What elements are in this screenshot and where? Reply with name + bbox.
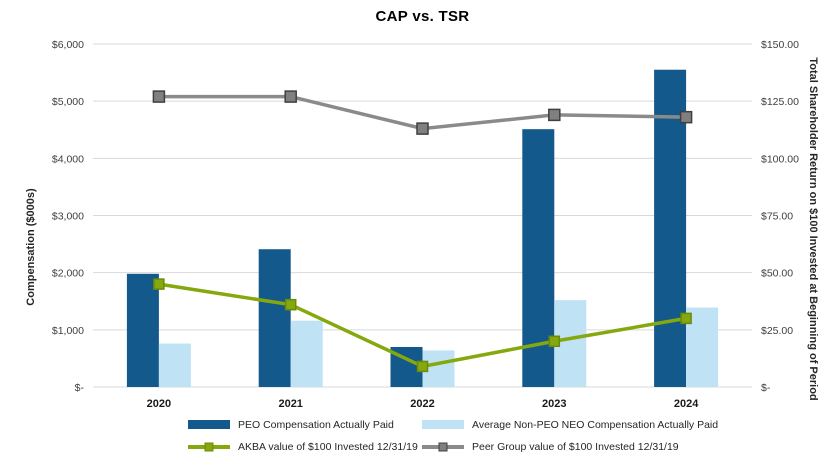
left-axis-tick: $2,000 xyxy=(52,268,84,280)
marker-peer-tsr-2020 xyxy=(152,90,166,103)
marker-peer-tsr-2023 xyxy=(548,108,561,122)
marker-akba-tsr-2021 xyxy=(284,298,297,311)
left-axis-tick: $3,000 xyxy=(52,211,84,223)
right-axis-tick: $- xyxy=(761,382,771,394)
bar-peo-cap-2020 xyxy=(126,273,159,387)
left-axis-tick: $6,000 xyxy=(52,39,84,51)
marker-akba-tsr-2024 xyxy=(680,312,692,325)
right-axis-tick: $50.00 xyxy=(761,268,793,280)
x-axis-label: 2021 xyxy=(278,398,302,410)
chart-title: CAP vs. TSR xyxy=(375,8,470,25)
x-axis-label: 2024 xyxy=(674,398,699,410)
marker-akba-tsr-2022 xyxy=(416,360,429,373)
right-axis-tick: $125.00 xyxy=(761,96,799,108)
right-axis-tick: $100.00 xyxy=(761,153,799,165)
x-axis-label: 2023 xyxy=(542,398,566,410)
left-axis-tick: $5,000 xyxy=(52,96,84,108)
bar-peo-cap-2023 xyxy=(522,129,555,387)
bar-avg-neo-cap-2020 xyxy=(158,343,191,387)
marker-peer-tsr-2021 xyxy=(284,90,297,103)
marker-akba-tsr-2023 xyxy=(548,335,561,348)
marker-peer-tsr-2024 xyxy=(679,110,693,124)
marker-akba-tsr-2020 xyxy=(153,278,165,290)
left-axis-tick: $4,000 xyxy=(52,153,84,165)
right-axis-tick: $25.00 xyxy=(761,325,793,337)
x-axis-label: 2022 xyxy=(410,398,434,410)
right-axis-tick: $75.00 xyxy=(761,211,793,223)
marker-peer-tsr-2022 xyxy=(416,122,429,135)
x-axis-label: 2020 xyxy=(147,398,171,410)
left-axis-tick: $- xyxy=(75,382,85,394)
bar-peo-cap-2021 xyxy=(258,249,291,387)
left-axis-tick: $1,000 xyxy=(52,325,84,337)
bar-avg-neo-cap-2021 xyxy=(290,320,323,387)
right-axis-tick: $150.00 xyxy=(761,39,799,51)
